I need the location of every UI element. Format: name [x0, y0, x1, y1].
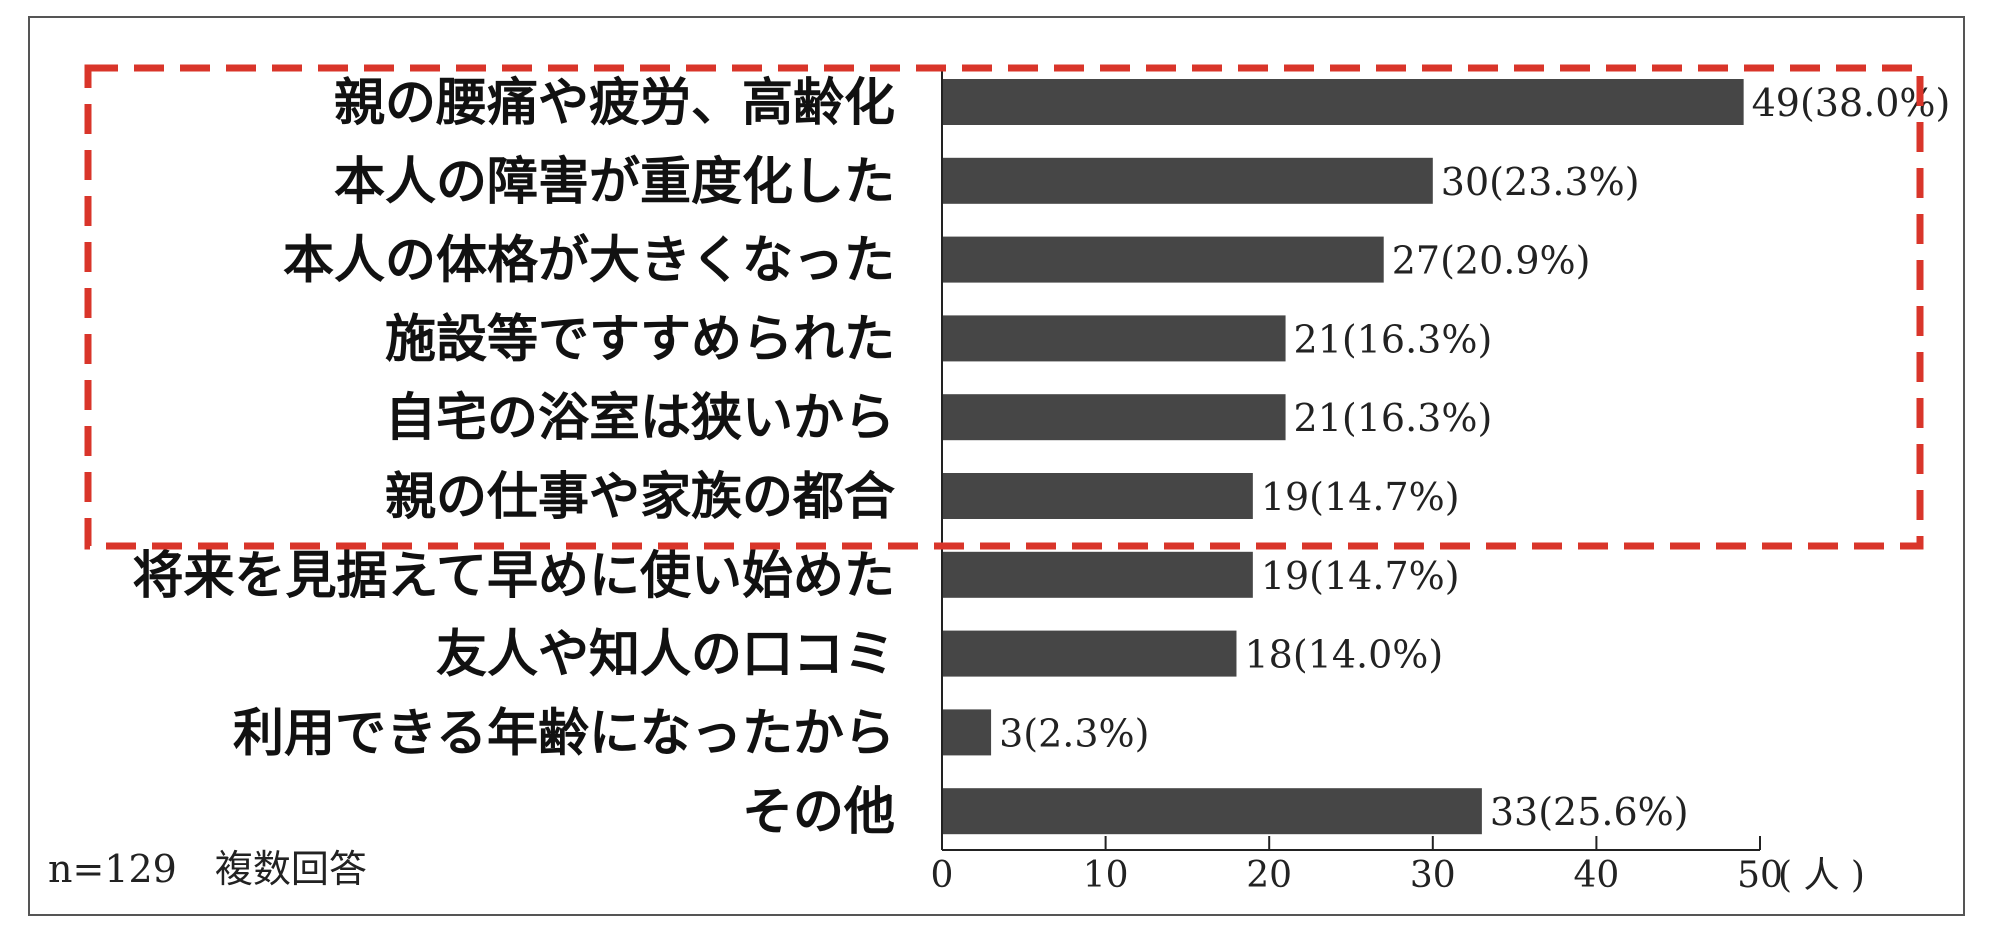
x-tick-label-5: 50	[1737, 855, 1783, 896]
category-label-0: 親の腰痛や疲労、高齢化	[334, 74, 895, 133]
x-tick-label-2: 20	[1246, 855, 1292, 896]
bar-8	[942, 709, 992, 756]
category-label-7: 友人や知人の口コミ	[436, 626, 895, 685]
value-label-3: 21(16.3%)	[1294, 317, 1493, 361]
bars-layer	[942, 79, 1744, 835]
category-labels: 親の腰痛や疲労、高齢化本人の障害が重度化した本人の体格が大きくなった施設等ですす…	[133, 74, 895, 842]
x-tick-label-0: 0	[931, 855, 954, 896]
bar-7	[942, 630, 1237, 677]
bar-3	[942, 315, 1286, 362]
category-label-4: 自宅の浴室は狭いから	[385, 389, 895, 448]
bar-9	[942, 788, 1482, 835]
value-labels: 49(38.0%)30(23.3%)27(20.9%)21(16.3%)21(1…	[999, 81, 1950, 834]
value-label-8: 3(2.3%)	[999, 711, 1149, 755]
x-tick-label-3: 30	[1410, 855, 1456, 896]
value-label-5: 19(14.7%)	[1261, 475, 1460, 519]
bar-0	[942, 79, 1744, 125]
value-label-9: 33(25.6%)	[1490, 790, 1689, 834]
x-axis: 0 10 20 30 40 50	[931, 70, 1783, 896]
bar-6	[942, 551, 1253, 598]
x-tick-label-1: 10	[1083, 855, 1129, 896]
highlight-box	[84, 64, 1924, 550]
category-label-5: 親の仕事や家族の都合	[385, 468, 895, 527]
value-label-1: 30(23.3%)	[1441, 160, 1640, 204]
value-label-6: 19(14.7%)	[1261, 554, 1460, 598]
bar-5	[942, 473, 1253, 519]
value-label-7: 18(14.0%)	[1244, 633, 1443, 677]
category-label-8: 利用できる年齢になったから	[233, 704, 895, 763]
bar-1	[942, 157, 1433, 204]
x-tick-label-4: 40	[1573, 855, 1619, 896]
value-label-4: 21(16.3%)	[1294, 396, 1493, 440]
bar-4	[942, 394, 1286, 441]
category-label-9: その他	[742, 783, 895, 842]
x-axis-unit: ( 人 )	[1778, 855, 1865, 896]
category-label-6: 将来を見据えて早めに使い始めた	[133, 547, 895, 606]
sample-note: n=129 複数回答	[48, 847, 367, 891]
category-label-3: 施設等ですすめられた	[385, 310, 895, 369]
value-label-2: 27(20.9%)	[1392, 239, 1591, 283]
category-label-2: 本人の体格が大きくなった	[283, 232, 895, 291]
category-label-1: 本人の障害が重度化した	[334, 153, 895, 212]
bar-2	[942, 236, 1384, 283]
